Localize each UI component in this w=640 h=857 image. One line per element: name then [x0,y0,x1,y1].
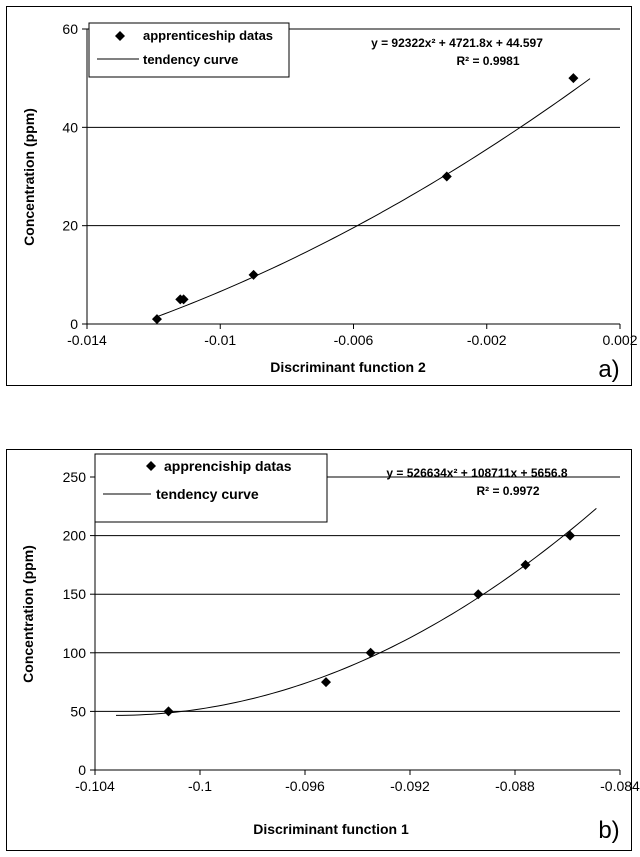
x-tick-label: -0.084 [600,778,640,794]
x-tick-label: -0.006 [334,332,374,348]
axes-b: 0 50 100 150 200 250 -0.104 -0.1 -0.096 -0.092 -0.… [63,469,640,794]
panel-label-b: b) [598,817,619,844]
legend-a: apprenticeship datas tendency curve [88,22,290,78]
axes-a: 0 20 40 60 -0.014 -0.01 -0.006 -0.002 0.002 [62,21,637,348]
data-point [321,677,331,688]
data-point [248,269,259,280]
y-tick-label: 100 [63,645,87,661]
trend-equation-b: y = 526634x² + 108711x + 5656.8 [386,466,567,480]
x-tick-label: -0.104 [75,778,115,794]
legend-marker-a [115,31,125,41]
legend-b: apprenciship datas tendency curve [94,453,328,523]
legend-label-curve-a: tendency curve [143,52,238,67]
data-point [178,294,189,305]
chart-panel-a: 0 20 40 60 -0.014 -0.01 -0.006 -0.002 0.002 appr… [6,6,638,386]
data-points-b [163,530,576,717]
x-tick-label: -0.1 [188,778,212,794]
legend-label-points-b: apprenciship datas [164,458,292,474]
tendency-curve-a [153,78,591,319]
data-point [520,559,531,570]
data-point [473,589,484,600]
chart-a-svg: 0 20 40 60 -0.014 -0.01 -0.006 -0.002 0.002 appr… [21,21,638,383]
data-point [163,706,174,717]
legend-box-b [94,453,328,523]
legend-label-points-a: apprenticeship datas [143,28,273,43]
data-point [151,314,162,325]
y-tick-label: 150 [63,586,87,602]
y-tick-label: 200 [63,528,87,544]
data-point [365,647,376,658]
y-axis-label-a: Concentration (ppm) [21,108,37,246]
y-tick-label: 20 [62,218,78,234]
x-tick-label: -0.096 [285,778,325,794]
data-point [565,530,576,541]
legend-marker-b [146,461,156,471]
y-tick-label: 40 [62,119,78,135]
legend-box-a [88,22,290,78]
y-tick-label: 0 [78,762,86,778]
tendency-curve-a-group [153,78,591,319]
x-tick-label: -0.014 [67,332,107,348]
x-tick-label: -0.088 [495,778,535,794]
data-point [568,73,579,84]
tendency-curve-b [115,508,597,716]
tendency-curve-b-group [115,508,597,716]
x-tick-label: -0.002 [467,332,507,348]
x-tick-label: 0.002 [602,332,637,348]
panel-label-a: a) [598,356,619,383]
y-tick-label: 50 [70,703,86,719]
y-axis-label-b: Concentration (ppm) [20,545,36,683]
x-tick-label: -0.092 [390,778,430,794]
x-axis-label-b: Discriminant function 1 [253,821,409,837]
x-axis-label-a: Discriminant function 2 [270,359,426,375]
trend-equation-a: y = 92322x² + 4721.8x + 44.597 [371,36,543,50]
data-points-a [151,73,579,325]
chart-panel-b: 0 50 100 150 200 250 -0.104 -0.1 -0.096 -0.092 -0.… [6,449,640,851]
y-tick-label: 0 [70,316,78,332]
x-tick-label: -0.01 [204,332,236,348]
r-squared-a: R² = 0.9981 [456,54,519,68]
chart-b-svg: 0 50 100 150 200 250 -0.104 -0.1 -0.096 -0.092 -0.… [20,453,640,844]
data-point [441,171,452,182]
r-squared-b: R² = 0.9972 [476,484,539,498]
y-tick-label: 60 [62,21,78,37]
legend-label-curve-b: tendency curve [156,486,259,502]
y-tick-label: 250 [63,469,87,485]
